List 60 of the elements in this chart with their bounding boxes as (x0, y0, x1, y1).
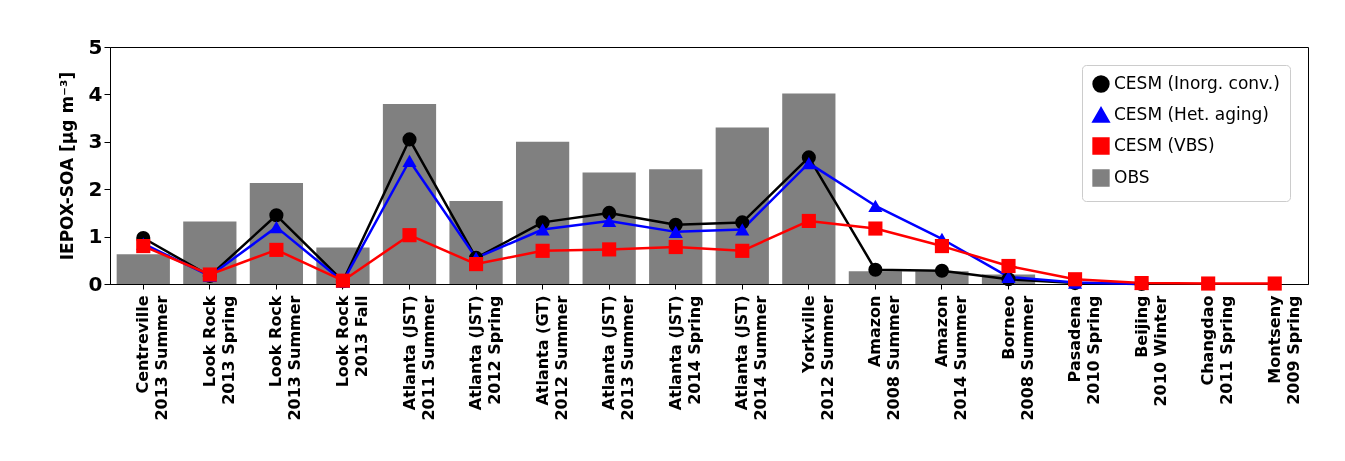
point (868, 262, 883, 277)
x-tick-label: Look Rock 2013 Spring (199, 295, 238, 405)
bar (848, 271, 903, 284)
bar (782, 93, 836, 284)
point (602, 214, 617, 228)
point (402, 154, 417, 167)
legend-label: CESM (Inorg. conv.) (1114, 73, 1280, 93)
point (535, 223, 550, 236)
x-tick-label: Amazon 2014 Summer (931, 295, 970, 421)
x-tick-label: Atlanta (JST) 2014 Spring (665, 295, 704, 411)
x-tick-label: Atlanta (JST) 2012 Spring (466, 295, 505, 411)
y-tick-label: 3 (88, 129, 103, 154)
y-axis-title: IEPOX-SOA [μg m⁻³] (56, 71, 77, 261)
point (1267, 276, 1282, 291)
x-tick-label: Centreville 2013 Summer (133, 295, 172, 421)
y-tick-label: 4 (88, 81, 103, 106)
y-tick-label: 0 (88, 271, 103, 296)
point (269, 208, 284, 223)
point (668, 239, 683, 255)
x-tick-label: Atlanta (JST) 2013 Summer (599, 295, 638, 421)
point (136, 239, 151, 254)
x-tick-label: Borneo 2008 Summer (998, 295, 1037, 421)
point (868, 221, 883, 236)
x-tick-label: Yorkville 2012 Summer (798, 295, 837, 421)
legend-label: OBS (1114, 167, 1150, 187)
point (1067, 272, 1083, 287)
x-tick-label: Atlanta (JST) 2014 Summer (732, 295, 771, 421)
x-tick-label: Atlanta (GT) 2012 Summer (532, 295, 571, 421)
point (269, 221, 284, 234)
point (868, 199, 883, 212)
point (668, 225, 683, 238)
point (735, 243, 750, 258)
x-tick-label: Beijing 2010 Winter (1131, 295, 1170, 407)
x-tick-label: Amazon 2008 Summer (865, 295, 904, 421)
y-tick-label: 2 (88, 176, 103, 201)
x-tick-label: Montseny 2009 Spring (1264, 294, 1303, 405)
point (535, 243, 550, 258)
point (735, 223, 750, 236)
legend-label: CESM (VBS) (1114, 135, 1215, 155)
point (934, 239, 950, 254)
point (602, 242, 617, 257)
point (801, 213, 816, 229)
point (934, 263, 950, 278)
x-tick-label: Look Rock 2013 Summer (266, 295, 305, 421)
point (402, 132, 417, 147)
point (1001, 258, 1016, 274)
y-tick-label: 5 (88, 34, 103, 59)
point (1201, 276, 1216, 291)
point (468, 257, 484, 272)
x-tick-label: Look Rock 2013 Fall (332, 295, 371, 388)
x-tick-label: Changdao 2011 Spring (1198, 295, 1237, 405)
legend-label: CESM (Het. aging) (1114, 104, 1269, 124)
point (402, 228, 417, 243)
y-tick-label: 1 (88, 224, 103, 249)
point (269, 242, 284, 257)
bar (715, 127, 769, 284)
point (801, 157, 816, 170)
x-tick-label: Pasadena 2010 Spring (1065, 295, 1104, 405)
bar (116, 254, 170, 284)
x-tick-label: Atlanta (JST) 2011 Summer (399, 295, 438, 421)
